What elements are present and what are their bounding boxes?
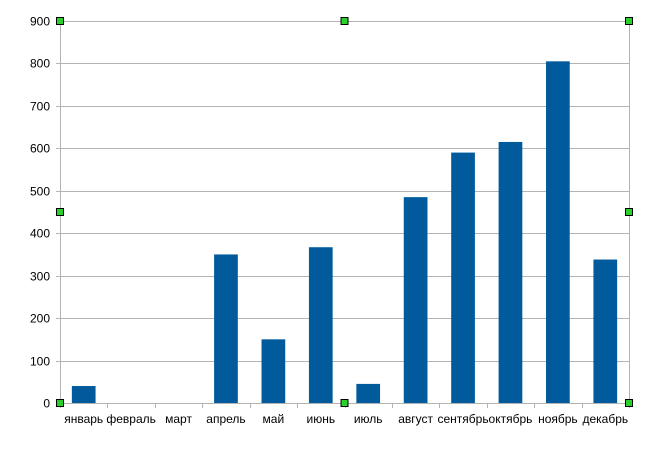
bar-10[interactable] <box>498 141 523 403</box>
resize-handle[interactable] <box>340 17 349 25</box>
x-tick-label: январь <box>64 412 103 426</box>
y-tick-label: 0 <box>43 397 50 411</box>
resize-handle[interactable] <box>56 399 64 407</box>
resize-handle[interactable] <box>625 208 633 216</box>
y-tick-label: 600 <box>30 142 50 156</box>
y-tick-label: 700 <box>30 100 50 114</box>
resize-handle[interactable] <box>340 399 349 407</box>
y-tick-label: 900 <box>30 15 50 29</box>
x-tick-label: март <box>165 412 192 426</box>
x-axis: январь февраль март апрель май июнь июль август… <box>60 403 630 426</box>
resize-handle[interactable] <box>56 208 64 216</box>
x-tick-label: февраль <box>106 412 156 426</box>
bar-11[interactable] <box>546 61 570 403</box>
x-tick-label: июнь <box>306 412 335 426</box>
x-tick-label: май <box>263 412 285 426</box>
bar-4[interactable] <box>214 254 238 403</box>
bar-7[interactable] <box>356 383 381 403</box>
x-tick-label: сентябрь <box>437 412 488 426</box>
grid-layer <box>60 21 630 404</box>
resize-handle[interactable] <box>625 17 633 25</box>
resize-handle[interactable] <box>56 17 64 25</box>
x-tick-label: декабрь <box>582 412 628 426</box>
bar-6[interactable] <box>308 247 333 403</box>
x-tick-label: ноябрь <box>538 412 578 426</box>
x-tick-label: июль <box>354 412 383 426</box>
resize-handle[interactable] <box>625 399 633 407</box>
x-tick-label: апрель <box>206 412 245 426</box>
bar-12[interactable] <box>593 259 618 403</box>
x-tick-label: октябрь <box>489 412 533 426</box>
y-axis: 0 100 200 300 400 500 600 700 800 900 <box>30 15 60 411</box>
bar-1[interactable] <box>71 386 96 403</box>
y-tick-label: 200 <box>30 312 50 326</box>
y-tick-label: 800 <box>30 57 50 71</box>
y-tick-label: 100 <box>30 355 50 369</box>
y-tick-label: 300 <box>30 270 50 284</box>
selection-handles[interactable] <box>56 17 633 407</box>
x-tick-label: август <box>398 412 433 426</box>
y-tick-label: 400 <box>30 227 50 241</box>
bar-5[interactable] <box>261 339 286 403</box>
bar-9[interactable] <box>451 152 475 403</box>
bars-layer <box>71 61 618 403</box>
y-tick-label: 500 <box>30 185 50 199</box>
bar-8[interactable] <box>403 197 428 403</box>
